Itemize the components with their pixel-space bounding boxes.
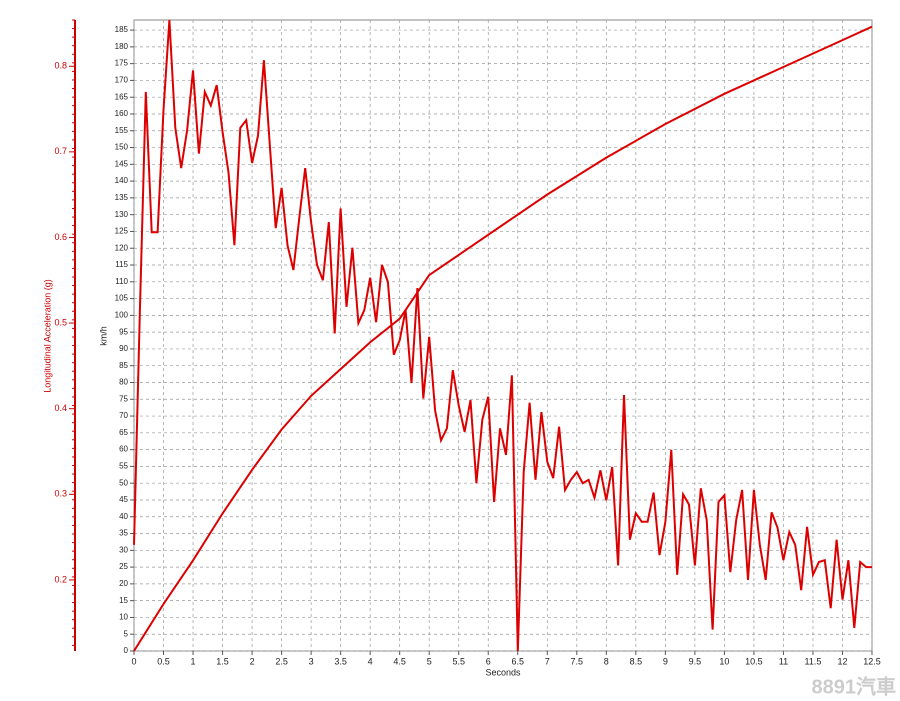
x-axis-title: Seconds [485, 667, 521, 677]
y-tick-label: 135 [115, 193, 129, 202]
y-tick-label: 150 [115, 143, 129, 152]
plot-area [133, 19, 873, 652]
x-tick-label: 4.5 [393, 656, 406, 666]
y2-tick-label: 0.5 [54, 317, 67, 327]
y-tick-label: 15 [119, 596, 128, 605]
watermark: 8891汽車 [812, 674, 897, 698]
x-tick-label: 3.5 [334, 656, 347, 666]
y-tick-label: 95 [119, 327, 128, 336]
y-tick-label: 120 [115, 243, 129, 252]
y-tick-label: 80 [119, 378, 128, 387]
y-tick-label: 165 [115, 92, 129, 101]
data-line [133, 19, 872, 652]
y-tick-label: 185 [115, 25, 129, 34]
y-tick-label: 5 [124, 629, 129, 638]
y2-tick-label: 0.7 [54, 146, 67, 156]
y-tick-label: 30 [119, 545, 128, 554]
y-tick-label: 125 [115, 227, 129, 236]
y-tick-label: 155 [115, 126, 129, 135]
x-tick-label: 11.5 [805, 656, 822, 666]
x-tick-label: 7 [545, 656, 550, 666]
y-tick-label: 145 [115, 159, 129, 168]
x-tick-label: 10.5 [745, 656, 763, 666]
x-tick-label: 5.5 [452, 656, 465, 666]
x-tick-label: 2 [250, 656, 255, 666]
y-tick-label: 10 [119, 613, 128, 622]
x-tick-label: 4 [368, 656, 373, 666]
y2-tick-label: 0.4 [54, 403, 67, 413]
y-tick-label: 25 [119, 562, 128, 571]
x-tick-label: 1.5 [216, 656, 229, 666]
y2-axis-title: Longitudinal Acceleration (g) [42, 279, 52, 393]
x-tick-label: 8.5 [630, 656, 643, 666]
y-tick-label: 140 [115, 176, 129, 185]
y-tick-label: 115 [115, 260, 128, 269]
y-tick-label: 45 [119, 495, 128, 504]
y-tick-label: 130 [115, 210, 129, 219]
y2-tick-label: 0.2 [54, 574, 67, 584]
x-tick-label: 2.5 [275, 656, 288, 666]
y-tick-label: 110 [115, 277, 128, 286]
data-line [133, 25, 873, 652]
x-tick-label: 12 [837, 656, 847, 666]
y-tick-label: 55 [119, 462, 128, 471]
x-tick-label: 6 [486, 656, 491, 666]
y-tick-label: 20 [119, 579, 128, 588]
y-tick-label: 160 [115, 109, 129, 118]
x-tick-label: 5 [427, 656, 432, 666]
y-tick-label: 35 [119, 529, 128, 538]
y-axis-title: km/h [98, 326, 108, 346]
x-tick-label: 1 [191, 656, 196, 666]
y2-tick-label: 0.8 [54, 61, 67, 71]
x-tick-label: 8 [604, 656, 609, 666]
x-tick-label: 7.5 [571, 656, 584, 666]
x-tick-label: 9.5 [689, 656, 702, 666]
y-tick-label: 40 [119, 512, 128, 521]
y-tick-label: 70 [119, 411, 128, 420]
y-tick-label: 100 [115, 310, 129, 319]
x-tick-label: 9 [663, 656, 668, 666]
x-tick-label: 6.5 [512, 656, 525, 666]
y-tick-label: 170 [115, 76, 129, 85]
x-tick-label: 3 [309, 656, 314, 666]
x-tick-label: 0 [131, 656, 136, 666]
y-tick-label: 0 [124, 646, 129, 655]
y2-tick-label: 0.3 [54, 489, 67, 499]
x-tick-label: 12.5 [863, 656, 881, 666]
y-tick-label: 180 [115, 42, 129, 51]
y-tick-label: 60 [119, 445, 128, 454]
x-tick-label: 10 [719, 656, 729, 666]
y-tick-label: 75 [119, 394, 128, 403]
y-tick-label: 65 [119, 428, 128, 437]
x-tick-label: 11 [779, 656, 788, 666]
x-tick-label: 0.5 [157, 656, 170, 666]
y-tick-label: 85 [119, 361, 128, 370]
y-tick-label: 175 [115, 59, 129, 68]
y-tick-label: 50 [119, 478, 128, 487]
y2-tick-label: 0.6 [54, 232, 67, 242]
y-tick-label: 90 [119, 344, 128, 353]
y-tick-label: 105 [115, 294, 129, 303]
